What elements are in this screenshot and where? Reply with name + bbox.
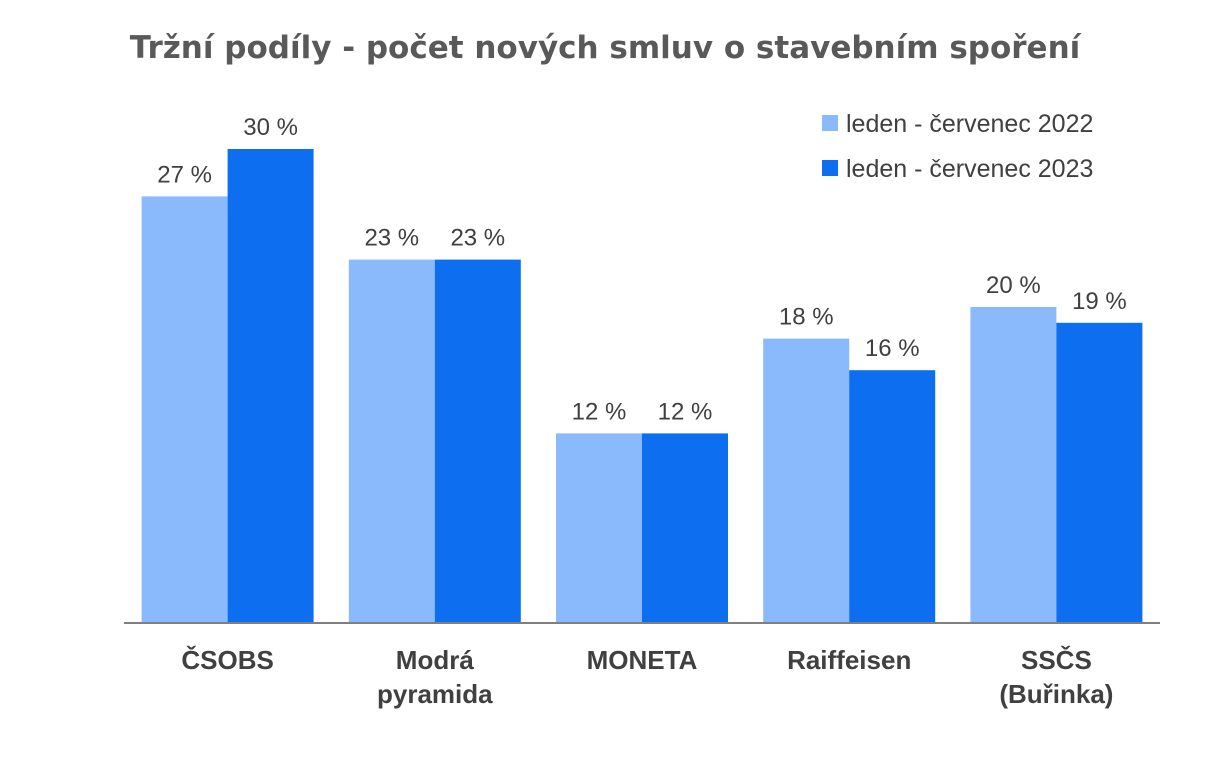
value-label-series-2-cat-1: 30 % [243, 114, 298, 141]
bar-series-1-cat-4 [763, 338, 850, 623]
bar-series-1-cat-3 [556, 433, 642, 623]
chart-title: Tržní podíly - počet nových smluv o stav… [130, 30, 1082, 66]
value-label-series-2-cat-2: 23 % [450, 225, 505, 252]
bar-series-2-cat-1 [227, 149, 314, 623]
category-label-line: pyramida [377, 679, 493, 709]
value-label-series-1-cat-3: 12 % [572, 398, 627, 425]
bar-series-1-cat-1 [141, 196, 228, 623]
bar-series-2-cat-2 [434, 259, 521, 623]
legend: leden - červenec 2022 leden - červenec 20… [822, 110, 1093, 183]
bars-layer [141, 149, 1143, 623]
category-label-line: (Buřinka) [999, 679, 1113, 709]
category-label-4: Raiffeisen [787, 645, 911, 675]
value-label-series-2-cat-3: 12 % [658, 398, 713, 425]
category-label-line: Raiffeisen [787, 645, 911, 675]
legend-swatch-1 [822, 115, 838, 131]
bar-series-2-cat-3 [642, 433, 728, 623]
value-label-series-1-cat-5: 20 % [986, 272, 1041, 299]
category-label-line: ČSOBS [181, 645, 273, 675]
category-label-line: MONETA [587, 645, 698, 675]
category-label-2: Modrá pyramida [377, 645, 493, 709]
category-label-line: Modrá [396, 645, 475, 675]
value-label-series-2-cat-4: 16 % [865, 335, 920, 362]
category-labels-layer: ČSOBS Modrá pyramida MONETA Raiffeisen SSČS (B… [181, 645, 1113, 709]
category-label-3: MONETA [587, 645, 698, 675]
bar-series-1-cat-2 [348, 259, 435, 623]
value-label-series-1-cat-4: 18 % [779, 304, 834, 331]
bar-series-1-cat-5 [970, 307, 1057, 623]
category-label-5: SSČS (Buřinka) [999, 645, 1113, 709]
bar-series-2-cat-5 [1056, 322, 1143, 623]
bar-series-2-cat-4 [849, 370, 936, 623]
legend-label-2: leden - červenec 2023 [846, 155, 1093, 183]
category-label-line: SSČS [1021, 645, 1092, 675]
value-label-series-1-cat-2: 23 % [364, 225, 419, 252]
value-labels-layer: 27 % 30 % 23 % 23 % 12 % 12 % 18 % 16 % 20 % 19 % [157, 114, 1127, 425]
legend-label-1: leden - červenec 2022 [846, 110, 1093, 138]
value-label-series-1-cat-1: 27 % [157, 161, 212, 188]
category-label-1: ČSOBS [181, 645, 273, 675]
value-label-series-2-cat-5: 19 % [1072, 288, 1127, 315]
legend-swatch-2 [822, 160, 838, 176]
